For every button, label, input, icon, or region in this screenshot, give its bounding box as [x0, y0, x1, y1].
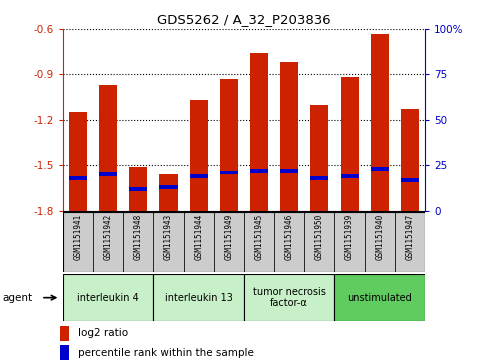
Bar	[250, 53, 268, 211]
Title: GDS5262 / A_32_P203836: GDS5262 / A_32_P203836	[157, 13, 331, 26]
Text: GSM1151941: GSM1151941	[73, 214, 83, 260]
Bar	[401, 178, 419, 182]
Bar	[250, 169, 268, 172]
Bar	[280, 169, 298, 172]
Bar	[220, 79, 238, 211]
Bar	[189, 174, 208, 178]
Text: interleukin 13: interleukin 13	[165, 293, 233, 303]
Bar	[99, 85, 117, 211]
Bar	[395, 212, 425, 272]
Text: GSM1151947: GSM1151947	[405, 214, 414, 260]
Bar	[63, 274, 154, 321]
Text: GSM1151950: GSM1151950	[315, 214, 324, 260]
Text: interleukin 4: interleukin 4	[77, 293, 139, 303]
Bar	[334, 274, 425, 321]
Bar	[123, 212, 154, 272]
Bar	[213, 212, 244, 272]
Bar	[69, 176, 87, 180]
Bar	[159, 185, 178, 189]
Bar	[280, 62, 298, 211]
Bar	[129, 167, 147, 211]
Text: GSM1151946: GSM1151946	[284, 214, 294, 260]
Bar	[154, 212, 184, 272]
Bar	[184, 212, 213, 272]
Text: percentile rank within the sample: percentile rank within the sample	[79, 348, 255, 358]
Bar	[311, 105, 328, 211]
Text: GSM1151940: GSM1151940	[375, 214, 384, 260]
Bar	[371, 34, 389, 211]
Bar	[60, 326, 69, 341]
Text: agent: agent	[2, 293, 32, 303]
Bar	[69, 112, 87, 211]
Text: tumor necrosis
factor-α: tumor necrosis factor-α	[253, 287, 326, 309]
Bar	[365, 212, 395, 272]
Text: GSM1151942: GSM1151942	[103, 214, 113, 260]
Bar	[341, 77, 358, 211]
Text: GSM1151939: GSM1151939	[345, 214, 354, 260]
Bar	[189, 100, 208, 211]
Bar	[304, 212, 334, 272]
Text: GSM1151948: GSM1151948	[134, 214, 143, 260]
Bar	[244, 212, 274, 272]
Bar	[159, 174, 178, 211]
Text: log2 ratio: log2 ratio	[79, 329, 128, 338]
Bar	[154, 274, 244, 321]
Bar	[129, 187, 147, 191]
Text: GSM1151943: GSM1151943	[164, 214, 173, 260]
Text: unstimulated: unstimulated	[347, 293, 412, 303]
Text: GSM1151945: GSM1151945	[255, 214, 264, 260]
Bar	[93, 212, 123, 272]
Bar	[274, 212, 304, 272]
Bar	[334, 212, 365, 272]
Bar	[60, 345, 69, 360]
Bar	[63, 212, 93, 272]
Bar	[220, 171, 238, 174]
Bar	[401, 109, 419, 211]
Bar	[311, 176, 328, 180]
Text: GSM1151944: GSM1151944	[194, 214, 203, 260]
Bar	[99, 172, 117, 176]
Bar	[371, 167, 389, 171]
Bar	[244, 274, 334, 321]
Text: GSM1151949: GSM1151949	[224, 214, 233, 260]
Bar	[341, 174, 358, 178]
